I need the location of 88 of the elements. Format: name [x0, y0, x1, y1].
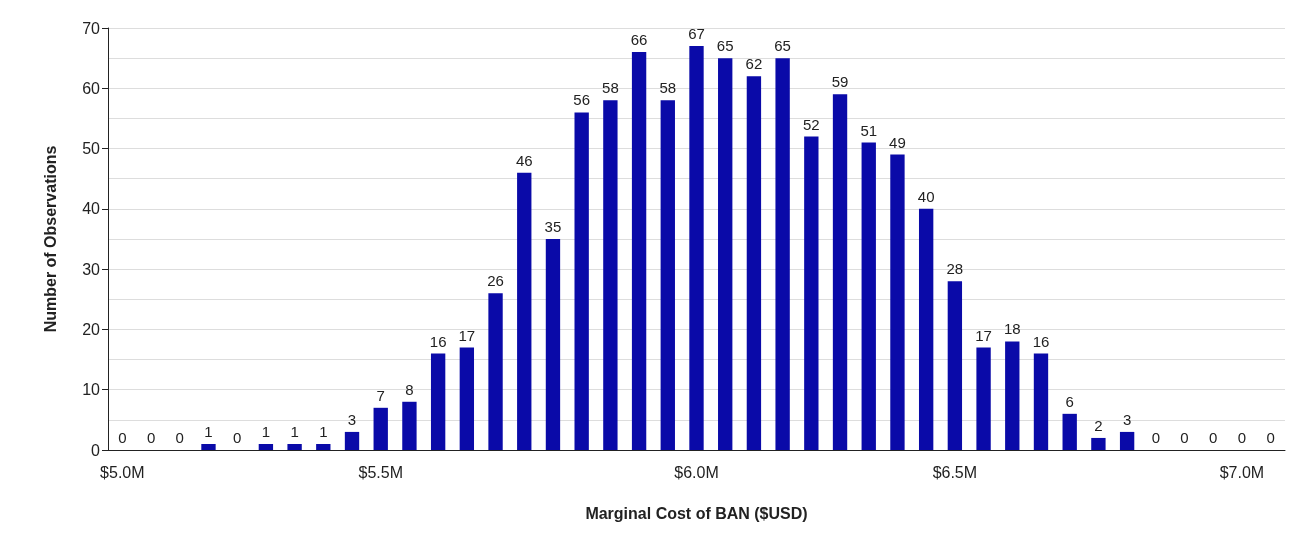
data-label: 59 [831, 73, 849, 91]
bar [373, 407, 388, 450]
y-tick-label: 10 [82, 381, 101, 399]
bar [287, 443, 302, 450]
bar [459, 347, 475, 450]
bar [689, 46, 704, 450]
data-label: 40 [917, 187, 935, 205]
x-tick-label: $6.0M [674, 463, 719, 481]
bar [660, 100, 675, 450]
y-tick-label: 60 [82, 79, 101, 97]
data-label: 66 [630, 31, 648, 49]
data-label: 1 [261, 422, 271, 440]
data-label: 3 [1122, 410, 1132, 428]
bar [545, 239, 561, 450]
data-label: 0 [1237, 429, 1247, 446]
bar [344, 431, 360, 450]
y-tick-label: 40 [82, 200, 101, 218]
data-label: 16 [429, 332, 447, 350]
bar [430, 353, 446, 450]
data-label: 0 [118, 429, 127, 446]
data-label: 62 [745, 55, 763, 73]
bar [201, 443, 216, 450]
data-label: 8 [405, 380, 414, 398]
data-label: 6 [1065, 392, 1074, 410]
data-label: 18 [1003, 320, 1021, 338]
bar [947, 281, 963, 450]
bar [1033, 353, 1049, 450]
data-label: 1 [204, 422, 213, 440]
data-label: 49 [889, 133, 906, 151]
data-label: 58 [659, 79, 677, 97]
bar [976, 347, 991, 450]
bar [258, 443, 274, 450]
y-tick-label: 50 [82, 140, 101, 158]
bar [631, 52, 647, 450]
bar [890, 154, 905, 450]
bar [918, 208, 934, 450]
data-label: 56 [573, 91, 591, 109]
data-label: 26 [487, 272, 504, 290]
data-label: 17 [458, 326, 476, 344]
data-label: 65 [716, 37, 734, 55]
data-label: 65 [774, 37, 791, 55]
data-label: 1 [319, 422, 328, 440]
y-tick-label: 70 [82, 19, 101, 37]
y-tick-label: 20 [82, 320, 101, 338]
data-label: 7 [376, 386, 385, 404]
data-label: 16 [1032, 332, 1050, 350]
y-tick-label: 30 [82, 260, 101, 278]
data-label: 51 [860, 121, 878, 139]
bar [574, 112, 589, 450]
data-label: 0 [175, 429, 184, 446]
data-label: 35 [544, 218, 562, 235]
y-tick-label: 0 [91, 441, 101, 459]
bar [832, 94, 848, 450]
data-label: 67 [688, 25, 705, 43]
data-label: 3 [347, 410, 357, 428]
bar [316, 443, 331, 450]
data-label: 0 [1209, 429, 1218, 446]
bar [746, 76, 762, 450]
bar [603, 100, 618, 450]
data-label: 17 [975, 326, 992, 344]
x-tick-label: $5.5M [358, 463, 403, 481]
bar [488, 293, 503, 450]
data-label: 0 [1151, 429, 1160, 446]
data-label: 58 [602, 79, 619, 97]
data-label: 46 [515, 151, 533, 169]
bar [402, 401, 417, 450]
data-label: 1 [290, 422, 299, 440]
bar [718, 58, 733, 450]
x-tick-label: $5.0M [100, 463, 145, 481]
data-label: 2 [1094, 416, 1103, 434]
bar [1062, 413, 1077, 450]
bar [1119, 431, 1135, 450]
bar [1091, 437, 1106, 450]
x-tick-label: $7.0M [1219, 463, 1265, 481]
bar [775, 58, 790, 450]
x-tick-label: $6.5M [932, 463, 978, 481]
data-label: 28 [946, 260, 964, 278]
data-label: 0 [1266, 429, 1275, 446]
bar [517, 172, 532, 450]
data-label: 0 [233, 429, 242, 446]
bar [861, 142, 876, 450]
bar [1005, 341, 1020, 450]
y-axis-title: Number of Observations [41, 145, 59, 333]
x-axis-title: Marginal Cost of BAN ($USD) [585, 504, 808, 522]
data-label: 52 [802, 115, 820, 133]
data-label: 0 [1180, 429, 1189, 446]
data-label: 0 [146, 429, 156, 446]
bar [804, 136, 819, 450]
